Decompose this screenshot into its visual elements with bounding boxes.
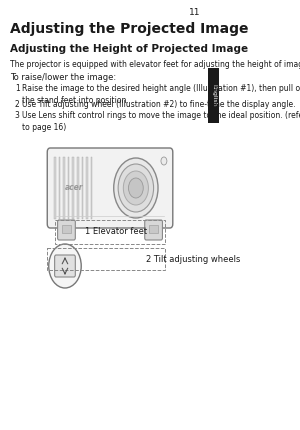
Text: 3: 3 [15,111,20,120]
Text: Adjusting the Height of Projected Image: Adjusting the Height of Projected Image [10,44,248,54]
Bar [47,248,165,270]
FancyBboxPatch shape [55,255,75,277]
Bar [58,157,60,219]
Bar [149,225,158,233]
Bar [63,157,65,219]
Bar [54,157,56,219]
Bar [55,220,165,244]
Text: 2: 2 [15,100,20,109]
Text: 1 Elevator feet: 1 Elevator feet [85,227,147,236]
Circle shape [49,244,81,288]
Bar [82,157,83,219]
Circle shape [114,158,158,218]
Text: 1: 1 [15,84,20,93]
Bar [72,157,74,219]
Circle shape [128,178,143,198]
Bar [68,157,69,219]
Text: Raise the image to the desired height angle (Illustration #1), then pull out
the: Raise the image to the desired height an… [22,84,300,105]
FancyBboxPatch shape [145,220,163,240]
Text: Adjusting the Projected Image: Adjusting the Projected Image [10,22,249,36]
Circle shape [161,157,167,165]
Text: 2 Tilt adjusting wheels: 2 Tilt adjusting wheels [146,255,240,264]
Circle shape [123,171,148,205]
Bar [86,157,88,219]
Text: 11: 11 [189,8,201,17]
Text: To raise/lower the image:: To raise/lower the image: [10,73,116,82]
FancyBboxPatch shape [47,148,173,228]
FancyBboxPatch shape [58,220,75,240]
Bar [62,225,71,233]
Text: acer: acer [64,184,83,193]
Text: Use Tilt adjusting wheel (Illustration #2) to fine-tune the display angle.: Use Tilt adjusting wheel (Illustration #… [22,100,296,109]
Circle shape [118,164,154,212]
Bar [91,157,92,219]
Text: English: English [211,84,216,106]
FancyBboxPatch shape [208,68,219,123]
Bar [77,157,79,219]
Text: Use Lens shift control rings to move the image to the ideal position. (refer
to : Use Lens shift control rings to move the… [22,111,300,132]
Text: The projector is equipped with elevator feet for adjusting the height of image.: The projector is equipped with elevator … [10,60,300,69]
